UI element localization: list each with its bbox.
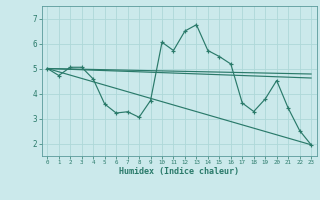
X-axis label: Humidex (Indice chaleur): Humidex (Indice chaleur) [119,167,239,176]
